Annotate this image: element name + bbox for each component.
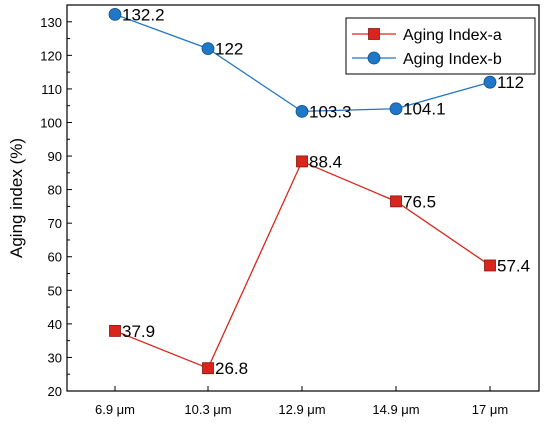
series-b: 132.2 122 103.3 104.1 112 — [108, 5, 524, 121]
data-point-square — [109, 325, 121, 337]
y-tick-label: 60 — [48, 250, 62, 265]
y-tick-label: 110 — [41, 82, 62, 97]
data-point-circle — [201, 42, 215, 56]
y-tick-label: 70 — [48, 216, 62, 231]
data-point-square — [484, 259, 496, 272]
data-label: 37.9 — [122, 322, 155, 341]
legend-label: Aging Index-a — [403, 27, 502, 44]
data-label: 88.4 — [309, 152, 342, 171]
data-point-circle — [389, 102, 403, 116]
y-tick-label: 130 — [40, 15, 62, 30]
data-point-circle — [483, 75, 497, 89]
legend-box — [345, 17, 536, 75]
x-tick-label: 10.3 μm — [184, 402, 231, 417]
data-point-circle — [295, 105, 309, 118]
y-tick-label: 40 — [48, 317, 62, 332]
x-tick-label: 6.9 μm — [95, 402, 135, 417]
data-point-square — [296, 155, 308, 168]
x-tick-label: 17 μm — [472, 402, 508, 417]
data-point-square — [202, 362, 214, 375]
data-label: 122 — [215, 40, 243, 59]
legend: Aging Index-a Aging Index-b — [345, 17, 536, 75]
y-tick-label: 120 — [40, 48, 62, 63]
data-label: 103.3 — [309, 102, 352, 121]
data-label: 26.8 — [215, 359, 248, 378]
y-axis-title: Aging index (%) — [7, 138, 26, 258]
legend-marker-square — [368, 28, 380, 40]
data-point-square — [390, 195, 402, 208]
series-a: 37.9 26.8 88.4 76.5 57.4 — [109, 152, 530, 378]
y-tick-label: 30 — [48, 350, 62, 365]
data-label: 132.2 — [122, 5, 165, 24]
x-tick-label: 12.9 μm — [278, 402, 325, 417]
y-tick-label: 90 — [48, 149, 62, 164]
legend-label: Aging Index-b — [403, 51, 502, 68]
data-label: 104.1 — [403, 100, 446, 119]
y-axis: 20 30 40 50 60 70 80 90 100 110 120 130 — [40, 15, 72, 399]
series-layer: 37.9 26.8 88.4 76.5 57.4 132.2 122 103.3 104.1 11… — [108, 5, 530, 378]
y-tick-label: 100 — [40, 115, 62, 130]
x-axis: 6.9 μm 10.3 μm 12.9 μm 14.9 μm 17 μm — [95, 386, 508, 417]
y-tick-label: 20 — [48, 384, 62, 399]
data-label: 57.4 — [497, 256, 530, 275]
x-tick-label: 14.9 μm — [372, 402, 419, 417]
data-label: 76.5 — [403, 192, 436, 211]
data-label: 112 — [497, 73, 524, 92]
y-tick-label: 50 — [48, 283, 62, 298]
legend-marker-circle — [367, 51, 381, 65]
data-point-circle — [108, 7, 122, 21]
y-tick-label: 80 — [48, 183, 62, 198]
